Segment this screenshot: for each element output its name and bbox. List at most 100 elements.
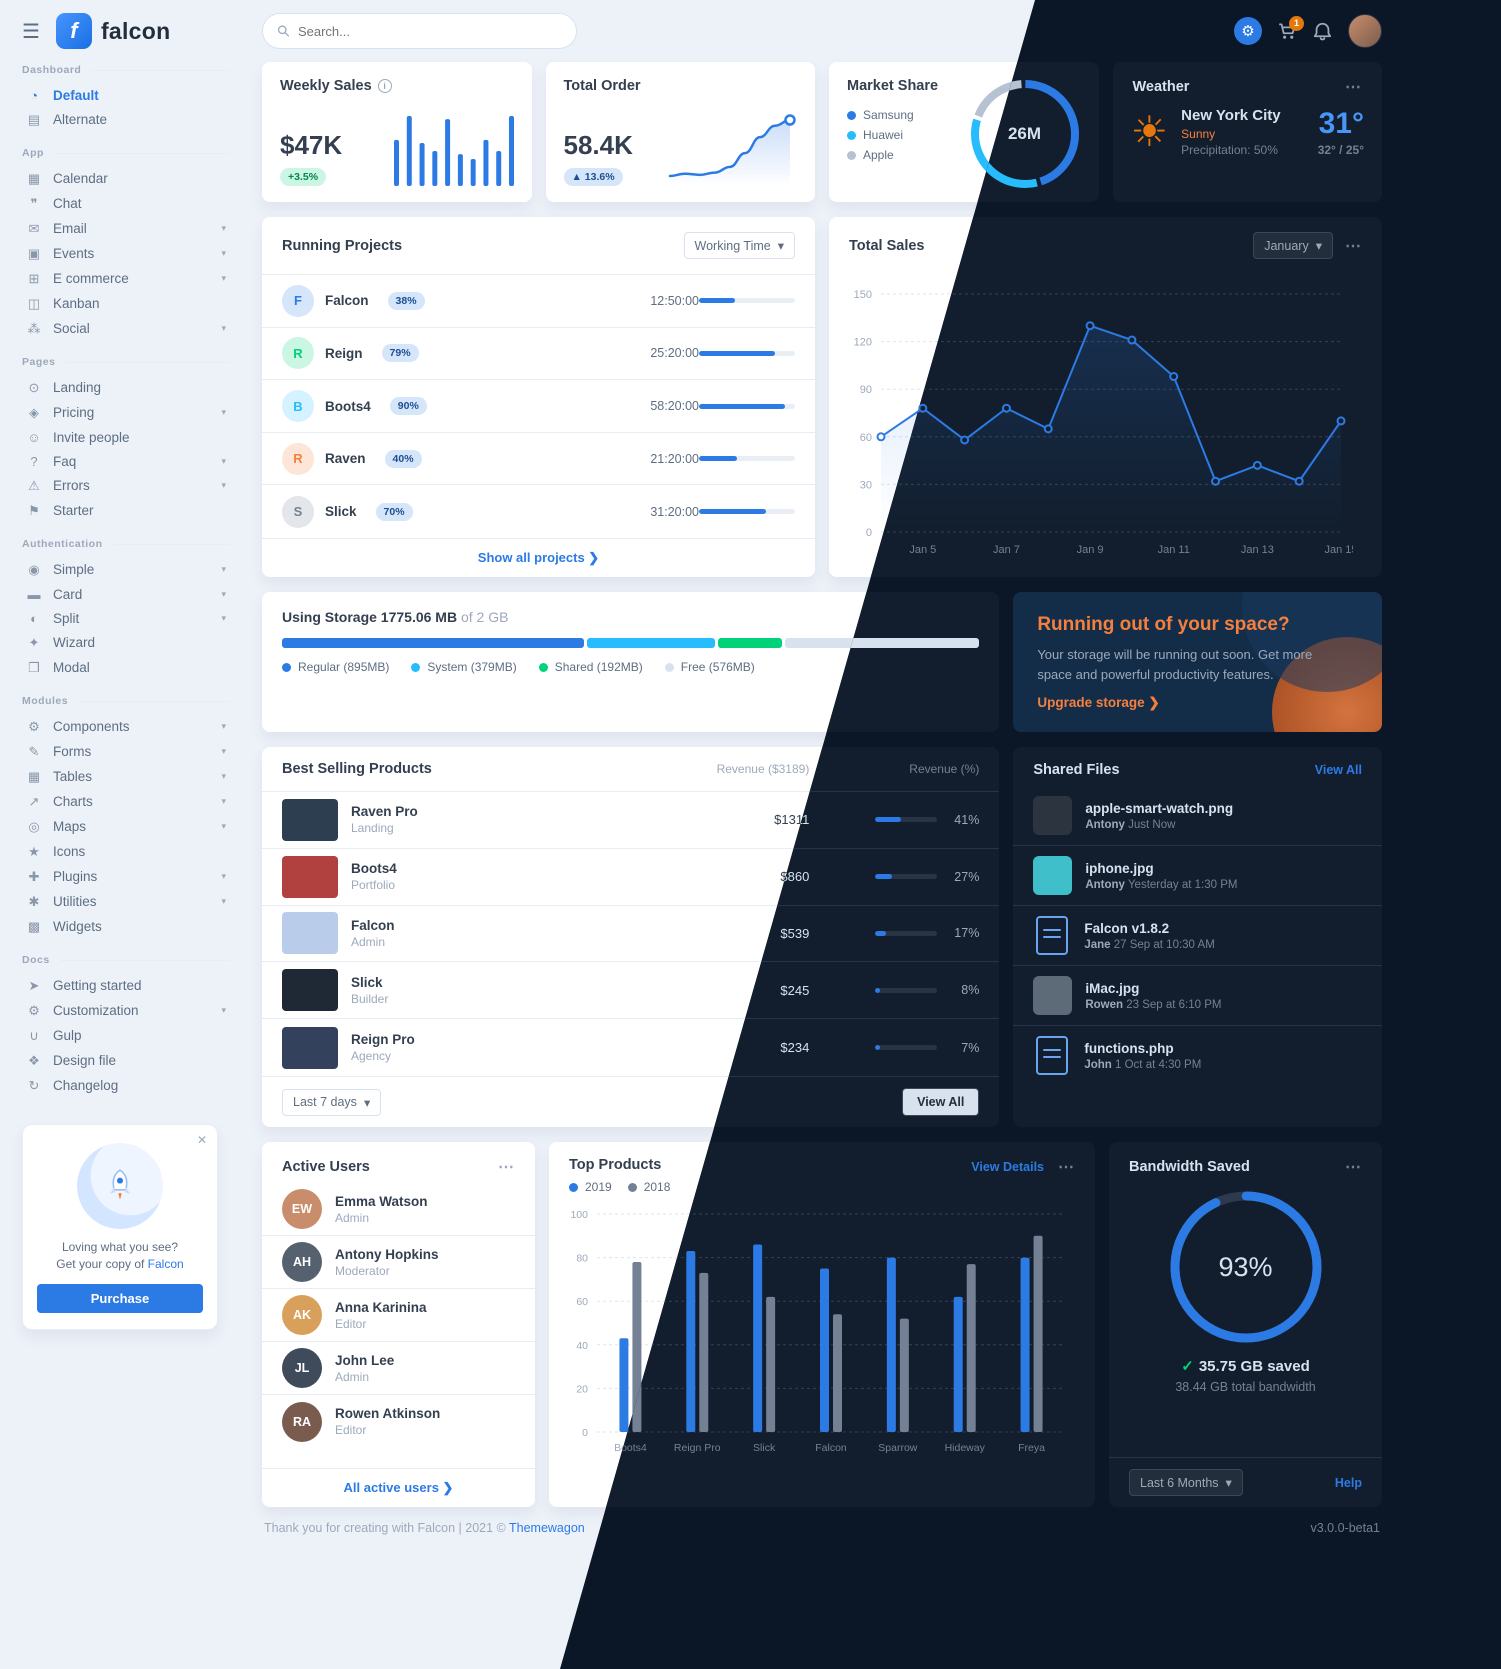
warning-icon: ⚠ <box>28 477 40 493</box>
space-body: Your storage will be running out soon. G… <box>1037 647 1313 682</box>
product-name[interactable]: Reign Pro <box>351 1032 415 1048</box>
falcon-logo[interactable]: f falcon <box>55 13 171 49</box>
file-name[interactable]: apple-smart-watch.png <box>1085 800 1234 816</box>
sidebar-item-pricing[interactable]: ◈ Pricing ▾ <box>22 400 230 425</box>
project-name[interactable]: Boots4 <box>325 398 371 414</box>
close-icon[interactable]: ✕ <box>196 1133 207 1147</box>
sidebar-item-kanban[interactable]: ◫ Kanban <box>22 291 230 316</box>
sidebar-item-modal[interactable]: ❒ Modal <box>22 655 230 680</box>
notifications-button[interactable] <box>1313 22 1332 41</box>
user-avatar: EW <box>282 1189 322 1229</box>
card-menu-button[interactable]: ⋯ <box>1345 237 1362 255</box>
sidebar-item-starter[interactable]: ⚑ Starter <box>22 498 230 523</box>
product-name[interactable]: Raven Pro <box>351 804 418 820</box>
all-active-users-link[interactable]: All active users ❯ <box>343 1480 454 1495</box>
date-range-select[interactable]: Last 7 days ▾ <box>282 1088 382 1116</box>
file-name[interactable]: iphone.jpg <box>1085 860 1154 876</box>
user-name[interactable]: Antony Hopkins <box>335 1246 439 1262</box>
weekly-sales-value: $47K <box>280 130 343 160</box>
cart-button[interactable]: 1 <box>1278 15 1304 41</box>
sidebar-item-utilities[interactable]: ✱ Utilities ▾ <box>22 889 230 914</box>
sidebar-item-tables[interactable]: ▦ Tables ▾ <box>22 764 230 789</box>
sidebar-item-plugins[interactable]: ✚ Plugins ▾ <box>22 864 230 889</box>
legend-item-2019[interactable]: 2019 <box>569 1180 612 1194</box>
sidebar-item-alternate[interactable]: ▤ Alternate <box>22 107 230 132</box>
falcon-link[interactable]: Falcon <box>147 1257 184 1272</box>
sidebar-item-calendar[interactable]: ▦ Calendar <box>22 166 230 191</box>
info-icon[interactable]: i <box>377 79 392 93</box>
footer-credit: Thank you for creating with Falcon | 202… <box>264 1521 585 1535</box>
sidebar-item-design-file[interactable]: ❖ Design file <box>22 1048 230 1073</box>
project-name[interactable]: Raven <box>325 451 366 467</box>
sidebar-item-forms[interactable]: ✎ Forms ▾ <box>22 739 230 764</box>
sidebar-item-customization[interactable]: ⚙ Customization ▾ <box>22 998 230 1023</box>
card-menu-button[interactable]: ⋯ <box>1058 1159 1075 1176</box>
sidebar-item-email[interactable]: ✉ Email ▾ <box>22 216 230 241</box>
view-details-link[interactable]: View Details <box>971 1160 1044 1174</box>
sidebar-item-events[interactable]: ▣ Events ▾ <box>22 241 230 266</box>
sidebar-item-label: Pricing <box>53 405 95 420</box>
user-name[interactable]: Emma Watson <box>335 1193 428 1209</box>
sidebar-item-simple[interactable]: ◉ Simple ▾ <box>22 557 230 582</box>
view-all-link[interactable]: View All <box>1314 763 1362 777</box>
legend-item-2018[interactable]: 2018 <box>627 1180 670 1194</box>
file-name[interactable]: functions.php <box>1084 1040 1174 1056</box>
bandwidth-saved-card: Bandwidth Saved ⋯ 93% ✓35.75 GB saved 38… <box>1109 1142 1382 1507</box>
file-name[interactable]: iMac.jpg <box>1085 980 1140 996</box>
months-range-select[interactable]: Last 6 Months ▾ <box>1129 1469 1243 1496</box>
sidebar-item-gulp[interactable]: ∪ Gulp <box>22 1023 230 1048</box>
file-meta: Antony Just Now <box>1085 818 1176 831</box>
product-name[interactable]: Falcon <box>351 917 395 933</box>
svg-text:0: 0 <box>866 527 872 539</box>
search-input[interactable] <box>297 23 562 39</box>
chevron-down-icon: ▾ <box>221 588 226 599</box>
sidebar-item-maps[interactable]: ◎ Maps ▾ <box>22 814 230 839</box>
sidebar-item-faq[interactable]: ? Faq ▾ <box>22 449 230 473</box>
card-menu-button[interactable]: ⋯ <box>498 1159 515 1176</box>
purchase-button[interactable]: Purchase <box>37 1283 203 1313</box>
sidebar-item-chat[interactable]: ❞ Chat <box>22 191 230 216</box>
sidebar-item-icons[interactable]: ★ Icons <box>22 839 230 864</box>
sidebar-item-charts[interactable]: ↗ Charts ▾ <box>22 789 230 814</box>
working-time-select[interactable]: Working Time ▾ <box>683 232 795 259</box>
chevron-down-icon: ▾ <box>221 871 226 881</box>
sidebar-item-invite-people[interactable]: ☺ Invite people <box>22 425 230 449</box>
sidebar-item-split[interactable]: ◐ Split ▾ <box>22 606 230 630</box>
settings-button[interactable]: ⚙ <box>1234 17 1262 45</box>
sidebar-item-getting-started[interactable]: ➤ Getting started <box>22 973 230 998</box>
card-menu-button[interactable]: ⋯ <box>1345 79 1362 96</box>
sidebar-item-social[interactable]: ⁂ Social ▾ <box>22 316 230 341</box>
modal-icon: ❒ <box>28 659 40 675</box>
sidebar-item-ecommerce[interactable]: ⊞ E commerce ▾ <box>22 266 230 291</box>
sidebar-item-card[interactable]: ▬ Card ▾ <box>22 582 230 606</box>
upgrade-storage-link[interactable]: Upgrade storage ❯ <box>1037 695 1160 710</box>
chart-line-icon: ↗ <box>28 793 40 809</box>
month-select[interactable]: January ▾ <box>1253 232 1333 259</box>
sidebar-item-label: Getting started <box>53 978 142 993</box>
sidebar-item-changelog[interactable]: ↻ Changelog <box>22 1073 230 1098</box>
project-name[interactable]: Reign <box>325 345 363 361</box>
themewagon-link[interactable]: Themewagon <box>509 1521 585 1535</box>
show-all-projects-link[interactable]: Show all projects ❯ <box>477 550 600 566</box>
sidebar-item-default[interactable]: ◔ Default <box>22 83 230 107</box>
sidebar-item-components[interactable]: ⚙ Components ▾ <box>22 714 230 739</box>
user-name[interactable]: Anna Karinina <box>335 1299 427 1315</box>
project-name[interactable]: Falcon <box>325 293 369 309</box>
card-menu-button[interactable]: ⋯ <box>1345 1159 1362 1176</box>
sidebar-item-label: Chat <box>53 196 82 211</box>
product-name[interactable]: Boots4 <box>351 861 397 877</box>
help-link[interactable]: Help <box>1334 1475 1362 1490</box>
user-name[interactable]: John Lee <box>335 1352 395 1368</box>
sidebar-item-errors[interactable]: ⚠ Errors ▾ <box>22 473 230 498</box>
hamburger-menu-icon[interactable]: ☰ <box>22 20 40 43</box>
svg-text:100: 100 <box>570 1209 588 1221</box>
file-name[interactable]: Falcon v1.8.2 <box>1084 920 1170 936</box>
sidebar-item-landing[interactable]: ⊙ Landing <box>22 375 230 400</box>
product-name[interactable]: Slick <box>351 974 383 990</box>
view-all-button[interactable]: View All <box>902 1088 980 1116</box>
user-name[interactable]: Rowen Atkinson <box>335 1406 441 1421</box>
sidebar-item-wizard[interactable]: ✦ Wizard <box>22 630 230 655</box>
sidebar-item-widgets[interactable]: ▩ Widgets <box>22 914 230 939</box>
project-name[interactable]: Slick <box>325 504 357 520</box>
user-avatar[interactable] <box>1348 14 1382 48</box>
